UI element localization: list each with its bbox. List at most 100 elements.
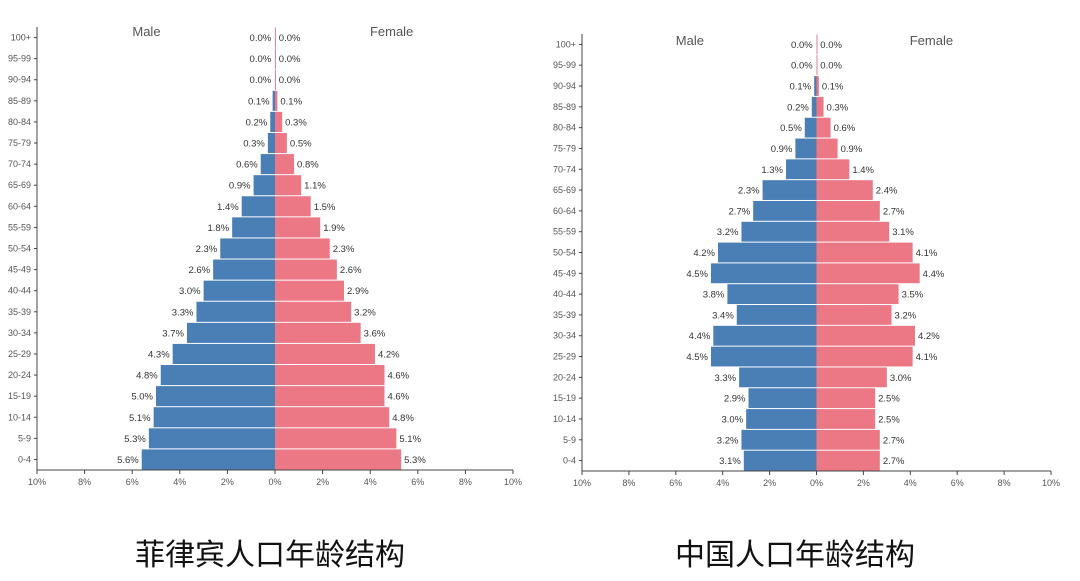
x-tick-label: 10% [573, 478, 591, 488]
male-value-label: 4.2% [693, 248, 715, 259]
female-heading: Female [910, 33, 953, 48]
female-value-label: 0.0% [279, 33, 301, 44]
age-group-label: 55-59 [8, 222, 31, 232]
age-group-label: 85-89 [8, 96, 31, 106]
female-bar [816, 242, 913, 263]
male-value-label: 3.8% [703, 290, 725, 301]
male-value-label: 0.0% [791, 40, 813, 51]
male-heading: Male [676, 33, 704, 48]
female-value-label: 4.4% [923, 269, 945, 280]
female-bar [275, 407, 390, 428]
female-bar [816, 76, 819, 96]
male-bar [213, 259, 275, 280]
male-bar [203, 280, 275, 301]
male-value-label: 2.3% [196, 244, 218, 255]
age-group-label: 50-54 [8, 244, 31, 254]
female-bar [275, 259, 337, 280]
female-bar [816, 367, 887, 388]
female-value-label: 1.1% [304, 181, 326, 192]
female-bar [816, 55, 818, 76]
age-group-label: 60-64 [8, 201, 31, 211]
female-bar [275, 175, 302, 196]
philippines-pyramid-chart: 0-4 5.6% 5.3% 5-9 5.3% 5.1% 10-14 5.1% 4.8% 15-19… [8, 24, 522, 487]
male-bar [710, 346, 817, 367]
female-bar [275, 217, 321, 238]
female-value-label: 4.1% [916, 248, 938, 259]
x-tick-label: 2% [763, 478, 776, 488]
female-bar [816, 221, 890, 242]
female-value-label: 5.1% [399, 434, 421, 445]
female-value-label: 5.3% [404, 455, 426, 466]
male-bar [739, 367, 817, 388]
age-group-label: 40-44 [553, 289, 576, 299]
age-group-label: 25-29 [8, 349, 31, 359]
female-value-label: 3.6% [364, 328, 386, 339]
female-bar [816, 325, 915, 346]
male-value-label: 4.4% [689, 331, 711, 342]
age-group-label: 70-74 [8, 159, 31, 169]
female-value-label: 2.7% [883, 435, 905, 446]
male-bar [272, 90, 275, 111]
female-heading: Female [370, 24, 413, 39]
china-caption: 中国人口年龄结构 [675, 538, 915, 573]
male-bar [153, 407, 275, 428]
male-value-label: 1.8% [208, 223, 230, 234]
x-tick-label: 6% [669, 478, 682, 488]
age-group-label: 45-49 [8, 265, 31, 275]
male-bar [267, 132, 275, 154]
male-value-label: 0.5% [780, 123, 802, 134]
male-bar [736, 305, 817, 325]
age-group-label: 60-64 [553, 206, 576, 216]
female-value-label: 1.9% [323, 223, 345, 234]
female-value-label: 2.4% [876, 186, 898, 197]
male-value-label: 0.1% [789, 82, 811, 93]
age-group-label: 65-69 [553, 185, 576, 195]
female-value-label: 4.2% [918, 331, 940, 342]
male-bar [220, 238, 275, 259]
male-value-label: 3.3% [172, 307, 194, 318]
age-group-label: 40-44 [8, 286, 31, 296]
female-value-label: 0.1% [822, 82, 844, 93]
female-value-label: 4.6% [387, 371, 409, 382]
age-group-label: 5-9 [563, 435, 576, 445]
female-bar [816, 34, 818, 55]
male-value-label: 0.2% [787, 102, 809, 113]
male-bar [253, 175, 275, 196]
female-value-label: 2.3% [333, 244, 355, 255]
female-value-label: 0.0% [279, 54, 301, 65]
male-value-label: 4.8% [136, 371, 158, 382]
female-bar [275, 132, 287, 154]
age-group-label: 30-34 [8, 328, 31, 338]
male-bar [148, 428, 275, 449]
female-bar [275, 69, 276, 90]
male-bar [241, 196, 275, 217]
x-tick-label: 4% [716, 478, 729, 488]
male-bar [753, 200, 817, 221]
male-value-label: 3.1% [719, 456, 741, 467]
male-value-label: 5.1% [129, 413, 151, 424]
age-group-label: 25-29 [553, 352, 576, 362]
female-bar [816, 200, 880, 221]
male-bar [186, 322, 275, 343]
female-bar [275, 386, 385, 407]
female-value-label: 3.2% [895, 310, 917, 321]
male-value-label: 4.5% [686, 352, 708, 363]
x-tick-label: 2% [221, 477, 234, 487]
age-group-label: 100+ [11, 33, 31, 43]
male-value-label: 0.1% [248, 96, 270, 107]
female-bar [816, 388, 876, 409]
male-bar [741, 221, 817, 242]
male-value-label: 0.9% [771, 144, 793, 155]
age-group-label: 95-99 [8, 54, 31, 64]
age-group-label: 15-19 [8, 391, 31, 401]
female-bar [275, 90, 278, 111]
female-bar [816, 409, 876, 429]
male-bar [196, 301, 275, 322]
male-value-label: 5.3% [124, 434, 146, 445]
male-bar [743, 450, 817, 471]
female-value-label: 1.4% [852, 165, 874, 176]
age-group-label: 30-34 [553, 331, 576, 341]
female-value-label: 2.7% [883, 456, 905, 467]
male-value-label: 2.7% [729, 206, 751, 217]
male-value-label: 4.5% [686, 269, 708, 280]
